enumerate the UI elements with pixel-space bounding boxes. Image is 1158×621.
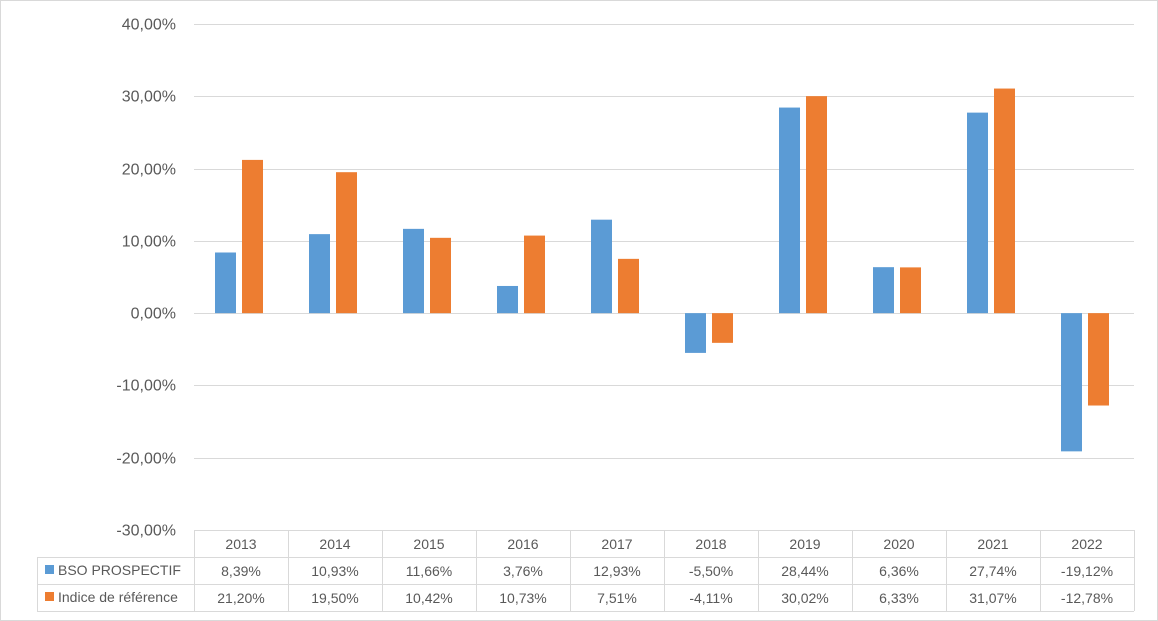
bar-series-2	[1088, 313, 1109, 406]
series-name-label: BSO PROSPECTIF	[58, 562, 181, 578]
category-label: 2014	[319, 536, 350, 552]
series-name-label: Indice de référence	[58, 589, 178, 605]
data-value-label: -5,50%	[689, 563, 733, 579]
bar-series-1	[497, 285, 518, 314]
data-value-label: 19,50%	[311, 590, 358, 606]
y-tick-label: 40,00%	[122, 17, 176, 34]
data-value-label: 6,33%	[879, 590, 919, 606]
y-tick-label: 0,00%	[131, 306, 176, 323]
category-label: 2016	[507, 536, 538, 552]
data-value-label: 10,42%	[405, 590, 452, 606]
bar-series-1	[779, 107, 800, 314]
bar-series-2	[900, 267, 921, 314]
y-tick-label: -20,00%	[116, 451, 176, 468]
bar-series-2	[806, 96, 827, 314]
y-tick-label: 30,00%	[122, 89, 176, 106]
data-value-label: -4,11%	[689, 590, 732, 606]
data-value-label: 30,02%	[781, 590, 828, 606]
category-label: 2015	[413, 536, 444, 552]
bar-series-1	[215, 252, 236, 314]
bars	[215, 88, 1109, 452]
y-axis-tick-labels: 40,00% 30,00% 20,00% 10,00% 0,00% -10,00% -20,…	[116, 17, 176, 540]
category-label: 2022	[1071, 536, 1102, 552]
bar-series-2	[336, 172, 357, 314]
bar-series-2	[430, 237, 451, 314]
y-tick-label: -30,00%	[116, 523, 176, 540]
legend-key-1	[45, 565, 54, 574]
data-value-label: 12,93%	[593, 563, 640, 579]
data-value-label: 8,39%	[221, 563, 261, 579]
y-tick-label: -10,00%	[116, 378, 176, 395]
bar-series-1	[873, 267, 894, 314]
bar-series-1	[685, 313, 706, 353]
data-value-label: 21,20%	[217, 590, 264, 606]
bar-series-1	[403, 228, 424, 314]
category-label: 2018	[695, 536, 726, 552]
category-label: 2021	[977, 536, 1008, 552]
bar-series-2	[524, 235, 545, 314]
bar-series-2	[242, 159, 263, 314]
bar-series-1	[967, 112, 988, 314]
data-value-label: 27,74%	[969, 563, 1016, 579]
bar-series-2	[994, 88, 1015, 314]
bar-series-1	[1061, 313, 1082, 452]
category-label: 2020	[883, 536, 914, 552]
data-value-label: 28,44%	[781, 563, 828, 579]
bar-series-1	[309, 234, 330, 314]
data-value-label: 10,93%	[311, 563, 358, 579]
data-value-label: 31,07%	[969, 590, 1016, 606]
category-label: 2013	[225, 536, 256, 552]
y-tick-label: 10,00%	[122, 234, 176, 251]
data-value-label: 10,73%	[499, 590, 546, 606]
legend-key-2	[45, 592, 54, 601]
data-value-label: -19,12%	[1061, 563, 1113, 579]
category-label: 2017	[601, 536, 632, 552]
bar-series-2	[712, 313, 733, 343]
data-value-label: 7,51%	[597, 590, 637, 606]
y-tick-label: 20,00%	[122, 162, 176, 179]
data-value-label: 11,66%	[406, 563, 452, 579]
bar-series-1	[591, 219, 612, 314]
gridlines	[194, 24, 1134, 459]
data-value-label: 6,36%	[879, 563, 919, 579]
category-label: 2019	[789, 536, 820, 552]
data-value-label: 3,76%	[503, 563, 543, 579]
data-value-label: -12,78%	[1061, 590, 1113, 606]
bar-series-2	[618, 258, 639, 314]
data-table: 2013 2014 2015 2016 2017 2018 2019 2020 2021 2022…	[37, 530, 1135, 612]
